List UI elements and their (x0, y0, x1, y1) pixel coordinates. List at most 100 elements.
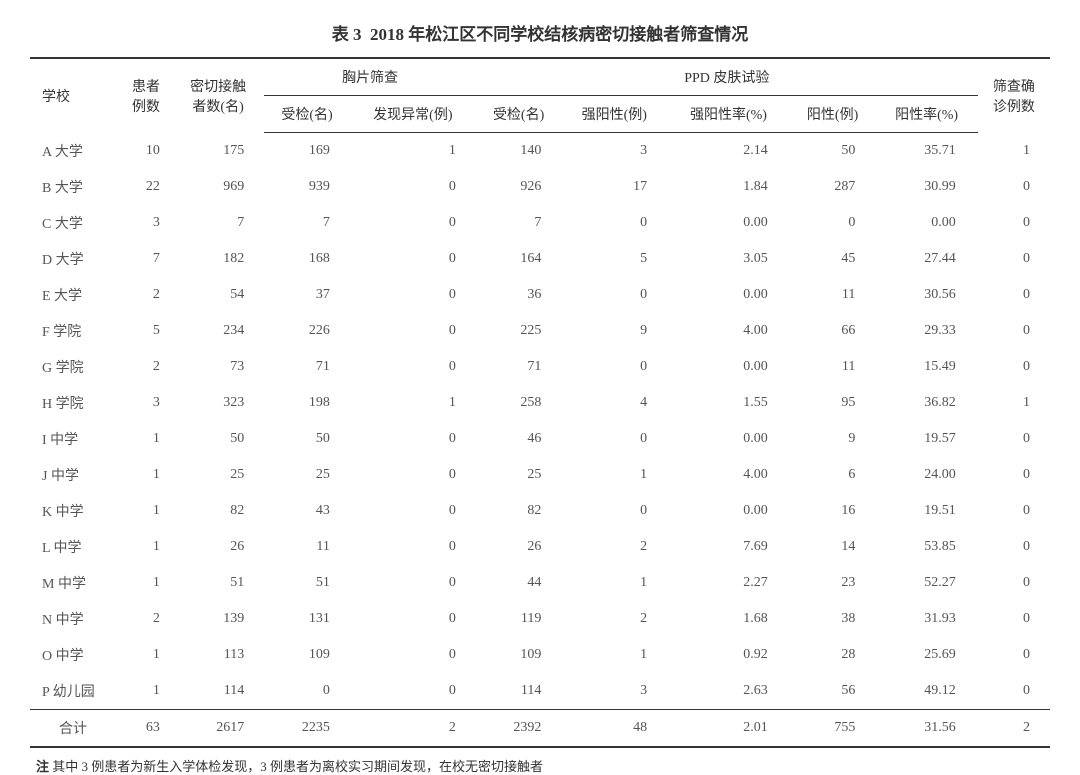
cell-contacts: 25 (172, 457, 264, 493)
cell-chest-abnormal: 0 (350, 313, 476, 349)
cell-contacts: 113 (172, 637, 264, 673)
cell-ppd-pos: 14 (790, 529, 876, 565)
cell-ppd-strong: 5 (561, 241, 667, 277)
th-contacts: 密切接触 者数(名) (172, 58, 264, 133)
cell-chest-abnormal: 0 (350, 493, 476, 529)
cell-ppd-pos: 287 (790, 169, 876, 205)
cell-ppd-exam: 109 (476, 637, 562, 673)
cell-ppd-pos: 50 (790, 133, 876, 169)
cell-school: A 大学 (30, 133, 120, 169)
table-row: I 中学 1 50 50 0 46 0 0.00 9 19.57 0 (30, 421, 1050, 457)
cell-chest-abnormal: 0 (350, 241, 476, 277)
cell-ppd-strong: 3 (561, 673, 667, 710)
cell-confirmed: 0 (978, 169, 1050, 205)
cell-contacts: 54 (172, 277, 264, 313)
cell-ppd-strong-rate: 7.69 (667, 529, 790, 565)
cell-ppd-exam: 46 (476, 421, 562, 457)
th-school: 学校 (30, 58, 120, 133)
cell-chest-abnormal: 1 (350, 385, 476, 421)
cell-contacts: 969 (172, 169, 264, 205)
cell-ppd-pos-rate: 36.82 (875, 385, 977, 421)
cell-ppd-pos-rate: 53.85 (875, 529, 977, 565)
cell-chest-exam: 109 (264, 637, 350, 673)
cell-chest-exam: 71 (264, 349, 350, 385)
cell-chest-abnormal: 0 (350, 169, 476, 205)
cell-chest-abnormal: 0 (350, 637, 476, 673)
cell-ppd-pos: 28 (790, 637, 876, 673)
cell-ppd-pos: 6 (790, 457, 876, 493)
total-patients: 63 (120, 709, 172, 747)
th-confirmed: 筛查确 诊例数 (978, 58, 1050, 133)
cell-patients: 2 (120, 277, 172, 313)
cell-ppd-strong: 0 (561, 205, 667, 241)
cell-ppd-strong-rate: 0.00 (667, 277, 790, 313)
table-row: O 中学 1 113 109 0 109 1 0.92 28 25.69 0 (30, 637, 1050, 673)
cell-ppd-strong-rate: 2.63 (667, 673, 790, 710)
footnote-text: 其中 3 例患者为新生入学体检发现，3 例患者为离校实习期间发现，在校无密切接触… (52, 759, 543, 774)
cell-school: P 幼儿园 (30, 673, 120, 710)
cell-contacts: 51 (172, 565, 264, 601)
table-footnote: 注 其中 3 例患者为新生入学体检发现，3 例患者为离校实习期间发现，在校无密切… (30, 756, 1050, 775)
cell-ppd-strong-rate: 2.14 (667, 133, 790, 169)
cell-ppd-strong: 3 (561, 133, 667, 169)
th-chest-abnormal: 发现异常(例) (350, 96, 476, 133)
cell-confirmed: 1 (978, 133, 1050, 169)
cell-contacts: 82 (172, 493, 264, 529)
cell-chest-exam: 25 (264, 457, 350, 493)
title-text: 2018 年松江区不同学校结核病密切接触者筛查情况 (370, 25, 748, 44)
cell-ppd-strong-rate: 0.00 (667, 421, 790, 457)
cell-ppd-strong-rate: 1.84 (667, 169, 790, 205)
cell-chest-abnormal: 0 (350, 529, 476, 565)
cell-chest-abnormal: 0 (350, 673, 476, 710)
cell-confirmed: 1 (978, 385, 1050, 421)
cell-confirmed: 0 (978, 493, 1050, 529)
cell-ppd-strong: 1 (561, 565, 667, 601)
cell-ppd-pos-rate: 27.44 (875, 241, 977, 277)
cell-school: L 中学 (30, 529, 120, 565)
cell-patients: 22 (120, 169, 172, 205)
cell-chest-abnormal: 0 (350, 601, 476, 637)
th-patients: 患者 例数 (120, 58, 172, 133)
cell-contacts: 234 (172, 313, 264, 349)
cell-ppd-strong-rate: 2.27 (667, 565, 790, 601)
table-row: J 中学 1 25 25 0 25 1 4.00 6 24.00 0 (30, 457, 1050, 493)
cell-contacts: 73 (172, 349, 264, 385)
table-row: D 大学 7 182 168 0 164 5 3.05 45 27.44 0 (30, 241, 1050, 277)
cell-ppd-exam: 44 (476, 565, 562, 601)
cell-confirmed: 0 (978, 277, 1050, 313)
cell-school: C 大学 (30, 205, 120, 241)
cell-ppd-strong: 9 (561, 313, 667, 349)
cell-contacts: 323 (172, 385, 264, 421)
cell-school: K 中学 (30, 493, 120, 529)
table-header: 学校 患者 例数 密切接触 者数(名) 胸片筛查 PPD 皮肤试验 筛查确 诊例… (30, 58, 1050, 133)
cell-chest-abnormal: 0 (350, 277, 476, 313)
cell-chest-exam: 198 (264, 385, 350, 421)
cell-school: E 大学 (30, 277, 120, 313)
cell-ppd-strong-rate: 1.55 (667, 385, 790, 421)
cell-patients: 1 (120, 529, 172, 565)
total-ppd-pos: 755 (790, 709, 876, 747)
cell-school: J 中学 (30, 457, 120, 493)
cell-patients: 1 (120, 421, 172, 457)
cell-chest-exam: 11 (264, 529, 350, 565)
cell-confirmed: 0 (978, 313, 1050, 349)
table-row: C 大学 3 7 7 0 7 0 0.00 0 0.00 0 (30, 205, 1050, 241)
cell-confirmed: 0 (978, 673, 1050, 710)
cell-ppd-pos-rate: 24.00 (875, 457, 977, 493)
cell-school: N 中学 (30, 601, 120, 637)
contact-screening-table: 学校 患者 例数 密切接触 者数(名) 胸片筛查 PPD 皮肤试验 筛查确 诊例… (30, 57, 1050, 748)
cell-chest-exam: 169 (264, 133, 350, 169)
table-row: M 中学 1 51 51 0 44 1 2.27 23 52.27 0 (30, 565, 1050, 601)
total-row: 合计 63 2617 2235 2 2392 48 2.01 755 31.56… (30, 709, 1050, 747)
total-ppd-strong-rate: 2.01 (667, 709, 790, 747)
cell-contacts: 182 (172, 241, 264, 277)
th-ppd-pos: 阳性(例) (790, 96, 876, 133)
cell-patients: 5 (120, 313, 172, 349)
cell-patients: 1 (120, 565, 172, 601)
cell-ppd-strong-rate: 3.05 (667, 241, 790, 277)
cell-confirmed: 0 (978, 241, 1050, 277)
table-title: 表 3 2018 年松江区不同学校结核病密切接触者筛查情况 (30, 20, 1050, 45)
cell-patients: 2 (120, 601, 172, 637)
cell-ppd-pos: 11 (790, 349, 876, 385)
th-ppd-exam: 受检(名) (476, 96, 562, 133)
